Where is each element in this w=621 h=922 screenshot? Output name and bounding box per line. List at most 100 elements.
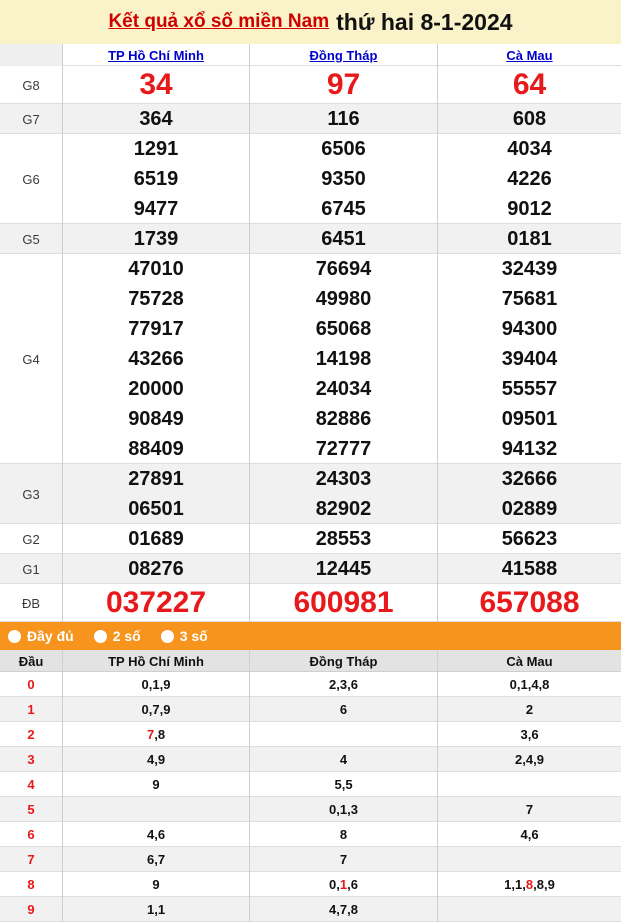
prize-number: 49980 <box>315 288 372 310</box>
tail-value: 3 <box>339 677 348 692</box>
radio-icon[interactable] <box>93 629 107 643</box>
tail-cell: 0,1,4,8 <box>437 672 621 697</box>
tail-cell: 9 <box>62 872 249 897</box>
tail-value: 4 <box>525 752 534 767</box>
tail-value: 4 <box>146 827 155 842</box>
province-link-dongthap[interactable]: Đồng Tháp <box>309 47 378 63</box>
tails-header-dongthap: Đồng Tháp <box>249 650 437 672</box>
prize-label: G5 <box>22 231 40 247</box>
prize-number: 64 <box>512 68 547 101</box>
prize-number: 88409 <box>128 438 184 460</box>
tail-cell: 9 <box>62 772 249 797</box>
filter-option-1[interactable]: 2 số <box>93 628 141 644</box>
tail-value: 1 <box>152 677 160 692</box>
tail-value: 4 <box>146 752 155 767</box>
prize-number: 32666 <box>501 468 558 490</box>
tail-cell <box>62 797 249 822</box>
tail-digit: 9 <box>27 902 35 917</box>
prize-number: 608 <box>512 108 547 130</box>
tail-value: 0 <box>509 677 517 692</box>
tail-cell: 0,1,3 <box>249 797 437 822</box>
prize-number: 82886 <box>315 408 372 430</box>
prize-number: 75681 <box>501 288 558 310</box>
filter-option-label: Đầy đủ <box>27 628 74 644</box>
prize-number: 6451 <box>321 228 366 250</box>
radio-icon[interactable] <box>160 629 174 643</box>
prize-cell: 24303 82902 <box>249 464 437 524</box>
prize-number: 77917 <box>128 318 184 340</box>
tail-cell: 0,1,9 <box>62 672 249 697</box>
tail-value: 3 <box>520 727 528 742</box>
tail-value: 4 <box>520 827 528 842</box>
tail-value: 8 <box>536 877 544 892</box>
tail-value: 1 <box>146 902 155 917</box>
tail-value: 0 <box>141 677 149 692</box>
tail-digit: 1 <box>27 702 35 717</box>
prize-cell: 600981 <box>249 584 437 622</box>
radio-icon[interactable] <box>8 629 21 643</box>
prize-cell: 28553 <box>249 524 437 554</box>
prize-number: 116 <box>327 108 360 130</box>
prize-number: 47010 <box>128 258 184 280</box>
tail-value: 9 <box>547 877 555 892</box>
province-link-camau[interactable]: Cà Mau <box>506 47 553 63</box>
tail-cell: 2 <box>437 697 621 722</box>
tail-value: 8 <box>350 902 358 917</box>
tail-cell: 0,7,9 <box>62 697 249 722</box>
prize-cell: 364 <box>62 104 249 134</box>
prize-cell: 6506 9350 6745 <box>249 134 437 224</box>
prize-label: G1 <box>22 561 40 577</box>
prize-number: 09501 <box>501 408 558 430</box>
tail-value: 0 <box>141 702 149 717</box>
tail-value: 0 <box>329 877 337 892</box>
prize-number: 1291 <box>133 138 179 160</box>
prize-label: G8 <box>22 77 40 93</box>
prize-number: 90849 <box>128 408 184 430</box>
tail-value: 1 <box>515 877 523 892</box>
filter-option-0[interactable]: Đầy đủ <box>8 628 74 644</box>
tail-cell <box>437 897 621 922</box>
tail-value: 8 <box>157 727 166 742</box>
tail-value: 9 <box>157 752 166 767</box>
filter-option-label: 2 số <box>112 628 141 644</box>
prize-number: 06501 <box>128 498 184 520</box>
tail-cell: 3,6 <box>437 722 621 747</box>
tail-cell: 1,1,8,8,9 <box>437 872 621 897</box>
prize-number: 9350 <box>321 168 366 190</box>
prize-cell: 64 <box>437 66 621 104</box>
region-title-link[interactable]: Kết quả xổ số miền Nam <box>108 11 330 32</box>
tails-header-row: Đầu TP Hồ Chí Minh Đồng Tháp Cà Mau <box>0 650 621 672</box>
tail-value: 6 <box>339 702 348 717</box>
tail-cell: 4,7,8 <box>249 897 437 922</box>
prize-number: 02889 <box>501 498 558 520</box>
tail-cell: 8 <box>249 822 437 847</box>
prize-row-G5: G5 1739 6451 0181 <box>0 224 621 254</box>
tail-digit: 2 <box>27 727 35 742</box>
prize-number: 94300 <box>501 318 558 340</box>
prize-cell: 97 <box>249 66 437 104</box>
tail-value: 5 <box>334 777 342 792</box>
filter-option-2[interactable]: 3 số <box>160 628 208 644</box>
prize-number: 6519 <box>133 168 179 190</box>
prize-number: 39404 <box>501 348 558 370</box>
prize-number: 600981 <box>293 586 394 619</box>
province-link-tphcm[interactable]: TP Hồ Chí Minh <box>108 47 204 63</box>
prize-row-G1: G1 08276 12445 41588 <box>0 554 621 584</box>
prize-cell: 41588 <box>437 554 621 584</box>
tail-cell: 2,4,9 <box>437 747 621 772</box>
tail-value: 4 <box>531 677 539 692</box>
prize-number: 32439 <box>501 258 558 280</box>
prize-number: 82902 <box>315 498 372 520</box>
tail-cell: 4,9 <box>62 747 249 772</box>
prize-row-G8: G8 34 97 64 <box>0 66 621 104</box>
prize-cell: 608 <box>437 104 621 134</box>
prize-label: G2 <box>22 531 40 547</box>
prize-number: 14198 <box>315 348 372 370</box>
tail-digit: 6 <box>27 827 35 842</box>
tail-value: 7 <box>525 802 534 817</box>
